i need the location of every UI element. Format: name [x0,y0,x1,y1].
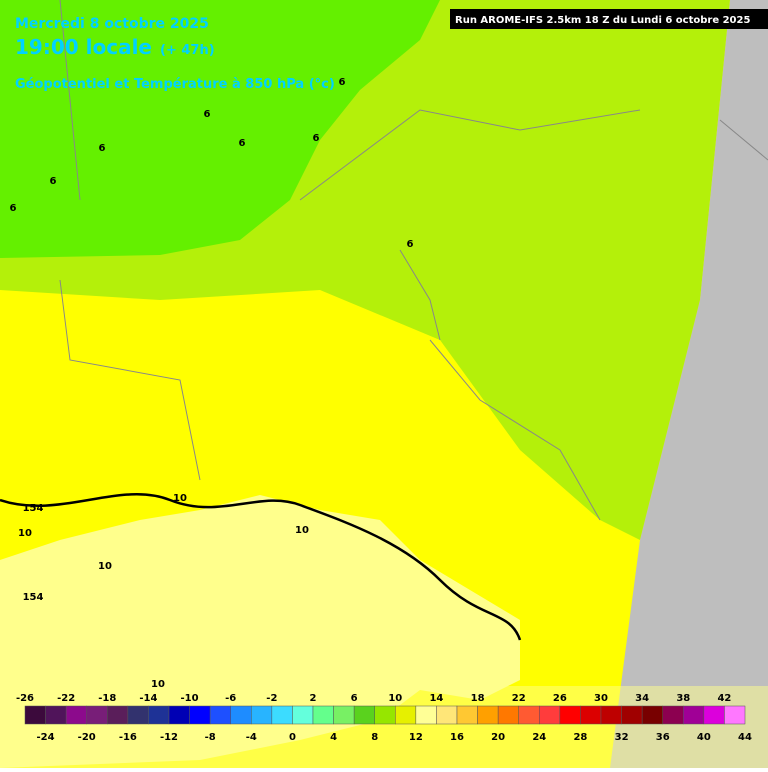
colorbar-label: -6 [225,693,236,704]
contour-label: 10 [151,679,165,690]
colorbar-label: 30 [594,693,608,704]
borders [59,0,768,521]
colorbar-label: 26 [553,693,567,704]
colorbar-label: 0 [289,732,296,743]
colorbar-label: 20 [491,732,505,743]
contour-label: 10 [173,493,187,504]
contour-label: 10 [295,525,309,536]
color-swatch [621,705,643,725]
colorbar-label: 8 [371,732,378,743]
contour-label: 6 [407,239,414,250]
contour-label: 6 [50,176,57,187]
contour-label: 154 [23,503,44,514]
color-swatch [395,705,417,725]
colorbar-label: 18 [471,693,485,704]
colorbar-label: 22 [512,693,526,704]
color-swatch [559,705,581,725]
colorbar-label: 28 [573,732,587,743]
outside-domain [610,0,768,768]
colorbar-label: 42 [717,693,731,704]
colorbar-label: 12 [409,732,423,743]
colorbar-label: -12 [160,732,178,743]
colorbar-label: 4 [330,732,337,743]
colorbar-label: -22 [57,693,75,704]
colorbar-label: 38 [676,693,690,704]
colorbar-label: 24 [532,732,546,743]
color-swatch [209,705,231,725]
date: Mercredi 8 octobre 2025 [15,16,209,32]
color-swatch [148,705,170,725]
color-swatch [65,705,87,725]
contour-label: 10 [18,528,32,539]
color-swatch [724,705,746,725]
color-swatch [703,705,725,725]
color-swatch [497,705,519,725]
color-swatch [168,705,190,725]
color-swatch [374,705,396,725]
time: 19:00 locale [15,35,152,59]
colorbar-label: 32 [615,732,629,743]
contour-label: 6 [313,133,320,144]
color-swatch [271,705,293,725]
colorbar-label: 14 [429,693,443,704]
color-swatch [251,705,273,725]
colorbar-label: -20 [78,732,96,743]
color-swatch [86,705,108,725]
colorbar-label: 6 [351,693,358,704]
color-swatch [127,705,149,725]
color-swatch [107,705,129,725]
color-swatch [189,705,211,725]
colorbar-label: -26 [16,693,34,704]
contour-label: 6 [99,143,106,154]
color-swatch [230,705,252,725]
contour-10 [0,492,522,641]
contour-label: 6 [204,109,211,120]
field-title: Géopotentiel et Température à 850 hPa (°… [15,77,335,92]
legend-bg [0,686,768,768]
colorbar-label: -10 [181,693,199,704]
colorbar-label: 16 [450,732,464,743]
color-swatch [518,705,540,725]
color-swatch [353,705,375,725]
contour-label: 154 [23,592,44,603]
color-swatch [292,705,314,725]
colorbar-label: -14 [139,693,157,704]
contour-label: 6 [239,138,246,149]
contour-label: 6 [339,77,346,88]
color-swatch [436,705,458,725]
colorbar-label: 34 [635,693,649,704]
colorbar-label: -18 [98,693,116,704]
colorbar-label: -8 [205,732,216,743]
color-swatch [600,705,622,725]
colorbar-label: -24 [37,732,55,743]
color-swatch [333,705,355,725]
color-swatch [24,705,46,725]
colorbar-label: 10 [388,693,402,704]
lead-time: (+ 47h) [160,43,215,58]
color-swatch [580,705,602,725]
color-swatch [641,705,663,725]
run-info: Run AROME-IFS 2.5km 18 Z du Lundi 6 octo… [455,15,750,26]
color-swatch [662,705,684,725]
contour-label: 10 [98,561,112,572]
colorbar-label: 2 [310,693,317,704]
contour-label: 6 [10,203,17,214]
color-swatch [312,705,334,725]
color-swatch [539,705,561,725]
colorbar-label: 36 [656,732,670,743]
run-box [450,9,768,29]
colorbar-label: -16 [119,732,137,743]
color-swatch [683,705,705,725]
colorbar-label: -2 [266,693,277,704]
color-swatch [477,705,499,725]
color-swatch [415,705,437,725]
color-swatch [45,705,67,725]
colorbar-label: 44 [738,732,752,743]
zone-6-8 [0,0,440,258]
color-swatch [456,705,478,725]
colorbar-label: -4 [246,732,257,743]
colorbar-label: 40 [697,732,711,743]
